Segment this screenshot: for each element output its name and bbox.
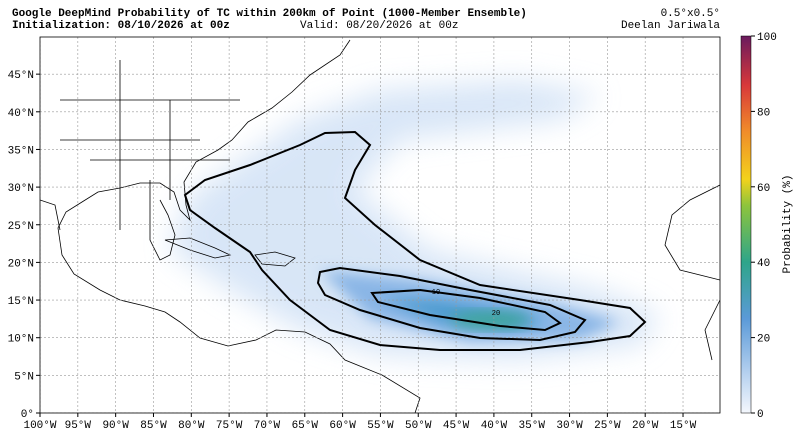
colorbar-tick-label: 40 xyxy=(757,258,770,270)
lon-label: 35°W xyxy=(519,420,546,432)
author: Deelan Jariwala xyxy=(621,20,720,32)
lat-label: 30°N xyxy=(8,183,34,195)
lon-label: 55°W xyxy=(367,420,394,432)
lon-label: 40°W xyxy=(481,420,508,432)
lon-label: 75°W xyxy=(216,420,243,432)
lon-label: 90°W xyxy=(102,420,129,432)
lat-label: 5°N xyxy=(14,371,34,383)
contour-label: 10 xyxy=(432,289,440,297)
contour-line xyxy=(183,130,647,351)
coastlines xyxy=(40,39,720,413)
lat-label: 45°N xyxy=(8,70,34,82)
colorbar-tick-label: 100 xyxy=(757,32,777,44)
lon-label: 65°W xyxy=(292,420,319,432)
lon-label: 85°W xyxy=(140,420,167,432)
lat-label: 0° xyxy=(21,409,34,421)
colorbar-tick-label: 60 xyxy=(757,183,770,195)
lon-label: 100°W xyxy=(23,420,56,432)
lat-label: 35°N xyxy=(8,145,34,157)
lon-label: 15°W xyxy=(670,420,697,432)
resolution: 0.5°x0.5° xyxy=(661,8,720,20)
colorbar-tick-label: 0 xyxy=(757,409,764,421)
colorbar-tick-label: 20 xyxy=(757,334,770,346)
colorbar xyxy=(740,35,752,414)
valid-time: Valid: 08/20/2026 at 00z xyxy=(300,20,458,32)
contour-line xyxy=(370,288,562,332)
contour-label: 20 xyxy=(492,310,500,318)
lon-label: 25°W xyxy=(594,420,621,432)
title: Google DeepMind Probability of TC within… xyxy=(12,8,527,20)
probability-field xyxy=(170,80,660,360)
lon-label: 80°W xyxy=(178,420,205,432)
lon-label: 50°W xyxy=(405,420,432,432)
lat-label: 40°N xyxy=(8,108,34,120)
contour-line xyxy=(316,266,587,342)
lat-label: 15°N xyxy=(8,296,34,308)
lon-label: 60°W xyxy=(329,420,356,432)
lon-label: 20°W xyxy=(632,420,659,432)
lon-label: 95°W xyxy=(65,420,92,432)
lon-label: 45°W xyxy=(443,420,470,432)
lon-label: 70°W xyxy=(254,420,281,432)
lat-label: 10°N xyxy=(8,334,34,346)
lon-label: 30°W xyxy=(556,420,583,432)
lat-label: 20°N xyxy=(8,258,34,270)
init-time: Initialization: 08/10/2026 at 00z xyxy=(12,20,230,32)
colorbar-label: Probability (%) xyxy=(782,174,794,273)
colorbar-tick-label: 80 xyxy=(757,107,770,119)
map-area: 10 20 xyxy=(40,37,720,413)
lat-label: 25°N xyxy=(8,221,34,233)
contours: 10 20 xyxy=(183,130,647,351)
